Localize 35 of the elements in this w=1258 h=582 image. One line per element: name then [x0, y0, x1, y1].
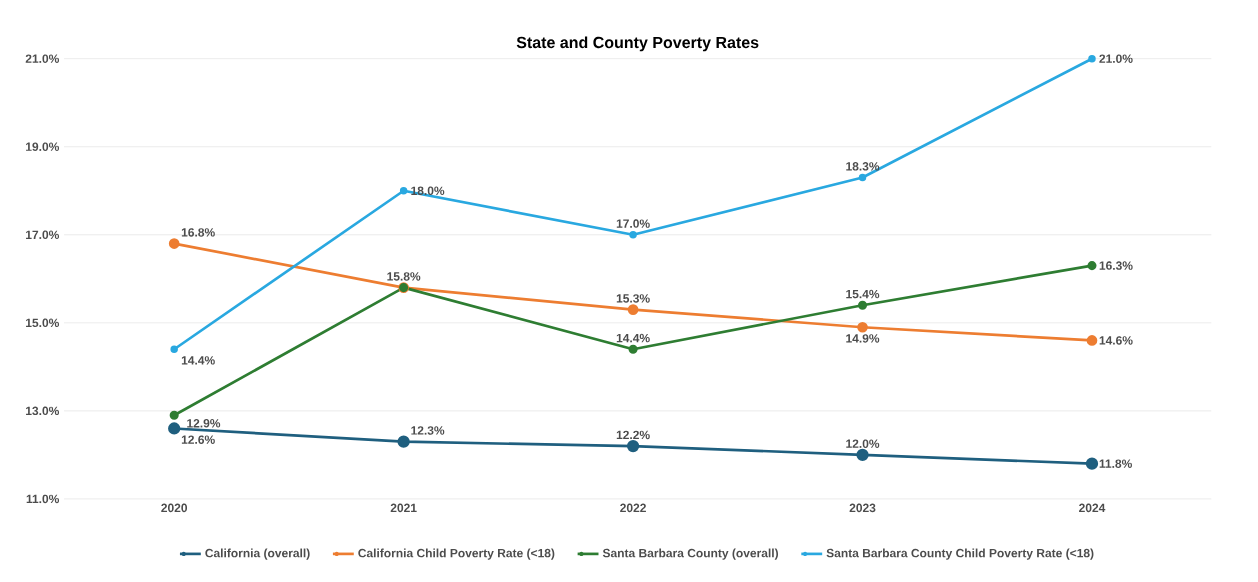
y-tick-label: 13.0% — [26, 406, 60, 416]
x-tick-label: 2021 — [390, 503, 417, 513]
legend-label: Santa Barbara County (overall) — [602, 548, 779, 560]
data-label: 17.0% — [616, 219, 650, 229]
chart-title: State and County Poverty Rates — [516, 36, 759, 52]
legend-label: Santa Barbara County Child Poverty Rate (<18) — [826, 548, 1094, 560]
data-label: 12.6% — [181, 435, 215, 445]
data-label: 18.3% — [846, 162, 880, 171]
x-tick-label: 2022 — [620, 503, 646, 513]
legend-label: California Child Poverty Rate (<18) — [358, 548, 555, 560]
y-tick-label: 19.0% — [26, 142, 60, 152]
data-label: 15.4% — [846, 290, 880, 299]
y-tick-label: 11.0% — [26, 494, 60, 504]
data-label: 16.8% — [181, 228, 215, 237]
data-label: 15.8% — [387, 272, 421, 281]
y-tick-label: 21.0% — [25, 54, 60, 64]
data-label: 14.6% — [1099, 336, 1133, 345]
data-label: 14.4% — [181, 356, 215, 365]
data-label: 14.4% — [616, 334, 650, 343]
x-tick-label: 2020 — [161, 503, 188, 513]
data-label: 15.3% — [616, 294, 650, 303]
y-tick-label: 15.0% — [26, 318, 60, 328]
data-label: 18.0% — [411, 186, 445, 196]
legend-label: California (overall) — [205, 548, 310, 560]
data-label: 14.9% — [846, 334, 880, 343]
data-label: 12.9% — [187, 419, 221, 428]
x-tick-label: 2024 — [1079, 503, 1106, 513]
x-tick-label: 2023 — [849, 503, 876, 513]
data-label: 16.3% — [1099, 261, 1133, 271]
data-label: 11.8% — [1099, 459, 1132, 469]
data-label: 12.0% — [846, 439, 880, 449]
data-label: 21.0% — [1099, 54, 1133, 64]
y-tick-label: 17.0% — [26, 230, 60, 240]
data-label: 12.2% — [616, 430, 650, 440]
data-label: 12.3% — [411, 426, 445, 435]
